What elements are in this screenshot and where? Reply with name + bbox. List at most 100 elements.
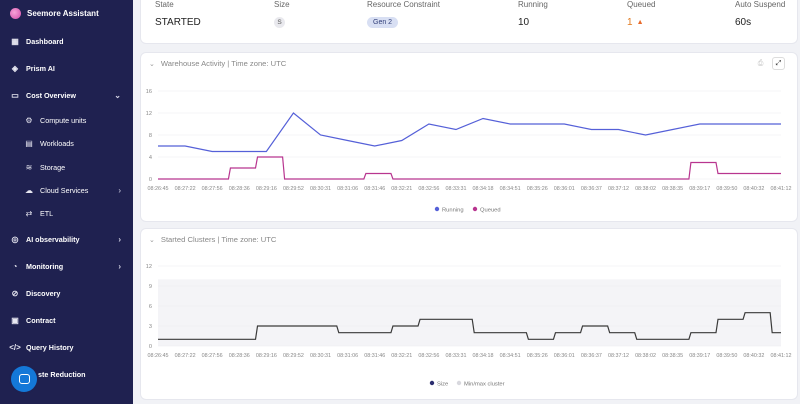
sidebar-item-ai-observability[interactable]: ◎ AI observability › [10,231,125,247]
chevron-right-icon: › [118,234,121,244]
x-tick-label: 08:29:16 [256,186,277,192]
stat-label: State [155,0,174,9]
stat-value-wrap: 1 ▲ [627,17,644,28]
stat-value: 1 [627,17,633,28]
chevron-down-icon[interactable]: ⌄ [149,236,155,244]
monitoring-icon: ◔ [12,261,18,271]
x-tick-label: 08:31:46 [364,186,385,192]
cloud-icon: ☁ [25,185,33,195]
y-tick-label: 8 [149,133,152,139]
generation-badge: Gen 2 [367,17,399,28]
sidebar-item-cost-overview[interactable]: ▭ Cost Overview ⌄ [10,87,125,103]
wallet-icon: ▭ [11,90,19,100]
chart-legend: Running Queued [434,206,501,214]
x-tick-label: 08:35:26 [527,186,548,192]
chevron-down-icon[interactable]: ⌄ [149,60,155,68]
ai-icon: ◎ [11,234,19,244]
chat-icon [18,374,30,384]
card-header[interactable]: ⌄ Started Clusters | Time zone: UTC [149,235,276,244]
y-tick-label: 4 [149,155,152,161]
x-tick-label: 08:30:31 [310,186,331,192]
sidebar-item-label: Monitoring [26,261,64,271]
sidebar-item-label: ETL [40,208,54,218]
sidebar-item-query-history[interactable]: </> Query History [9,339,125,355]
y-tick-label: 0 [149,344,152,350]
stat-value: 60s [735,17,752,28]
x-tick-label: 08:38:35 [662,186,683,192]
brand[interactable]: Seemore Assistant [10,8,99,19]
stat-label: Queued [627,0,656,9]
x-tick-label: 08:38:02 [635,186,656,192]
x-tick-label: 08:35:26 [527,353,548,359]
x-tick-label: 08:32:21 [391,353,412,359]
etl-icon: ⇄ [25,208,33,218]
sidebar-item-contract[interactable]: ▣ Contract [10,312,125,328]
y-tick-label: 6 [149,304,152,310]
x-tick-label: 08:39:17 [689,353,710,359]
x-tick-label: 08:29:52 [283,353,304,359]
y-tick-label: 12 [146,264,152,270]
x-tick-label: 08:32:56 [418,186,439,192]
y-tick-label: 9 [149,284,152,290]
sidebar-item-dashboard[interactable]: ▦ Dashboard [10,33,125,49]
x-tick-label: 08:37:12 [608,353,629,359]
x-tick-label: 08:29:16 [256,353,277,359]
sidebar-item-discovery[interactable]: ⊘ Discovery [10,285,125,301]
y-tick-label: 16 [146,89,152,95]
x-tick-label: 08:38:35 [662,353,683,359]
sidebar-item-label: Storage [40,162,66,172]
card-header[interactable]: ⌄ Warehouse Activity | Time zone: UTC [149,59,286,68]
sidebar-item-etl[interactable]: ⇄ ETL [24,205,125,221]
x-tick-label: 08:30:31 [310,353,331,359]
sidebar-item-monitoring[interactable]: ◔ Monitoring › [10,258,125,274]
sidebar-item-cloud-services[interactable]: ☁ Cloud Services › [24,182,125,198]
stat-label: Resource Constraint [367,0,440,9]
x-tick-label: 08:34:51 [500,186,521,192]
sidebar-item-label: Cloud Services [40,185,89,195]
x-tick-label: 08:27:56 [202,186,223,192]
x-tick-label: 08:37:12 [608,186,629,192]
sidebar: Seemore Assistant ▦ Dashboard ◈ Prism AI… [0,0,133,404]
x-tick-label: 08:34:51 [500,353,521,359]
x-tick-label: 08:33:31 [445,353,466,359]
sidebar-item-waste-reduction[interactable]: ste Reduction [38,366,125,382]
chevron-right-icon: › [118,261,121,271]
legend-label-minmax: Min/max cluster [464,382,505,388]
x-tick-label: 08:40:32 [743,186,764,192]
started-clusters-chart[interactable]: 0 3 6 9 12 08:26:45 08:27:22 08:27:56 08:28:36 0… [141,229,799,401]
sidebar-item-workloads[interactable]: ▤ Workloads [24,135,125,151]
x-tick-label: 08:36:37 [581,353,602,359]
sidebar-item-storage[interactable]: ≋ Storage [24,159,125,175]
legend-marker-minmax [456,380,462,386]
x-tick-label: 08:36:37 [581,186,602,192]
stat-label: Auto Suspend [735,0,786,9]
warehouse-activity-card: ⌄ Warehouse Activity | Time zone: UTC ⎙ … [140,52,798,222]
sidebar-item-label: Workloads [40,138,74,148]
card-title: Started Clusters | Time zone: UTC [160,235,277,244]
series-line-size [158,312,781,340]
chat-launcher-button[interactable] [11,366,37,392]
x-tick-label: 08:33:31 [445,186,466,192]
sidebar-item-prism-ai[interactable]: ◈ Prism AI [10,60,125,76]
legend-marker-running [434,206,440,212]
x-tick-label: 08:41:12 [771,186,792,192]
stat-value-wrap: Gen 2 [367,17,399,28]
download-icon[interactable]: ⎙ [757,59,764,67]
sidebar-item-label: Cost Overview [26,90,76,100]
stat-value-wrap: S [274,17,285,28]
sidebar-item-label: Contract [26,315,56,325]
zoom-tool-icon[interactable]: ⤢ [772,57,785,70]
code-icon: </> [9,342,21,352]
sidebar-item-label: ste Reduction [38,369,86,379]
warehouse-activity-chart[interactable]: 0 4 8 12 16 08:26:45 08:27:22 08:27:56 08:28:36… [141,53,799,223]
x-tick-label: 08:34:18 [473,186,494,192]
sidebar-item-compute-units[interactable]: ⚙ Compute units [24,112,125,128]
sidebar-item-label: Discovery [26,288,61,298]
storage-icon: ≋ [25,162,33,172]
x-tick-label: 08:32:56 [418,353,439,359]
x-tick-label: 08:41:12 [771,353,792,359]
legend-marker-queued [472,206,478,212]
y-tick-label: 0 [149,177,152,183]
compute-icon: ⚙ [25,115,33,125]
prism-icon: ◈ [11,63,19,73]
